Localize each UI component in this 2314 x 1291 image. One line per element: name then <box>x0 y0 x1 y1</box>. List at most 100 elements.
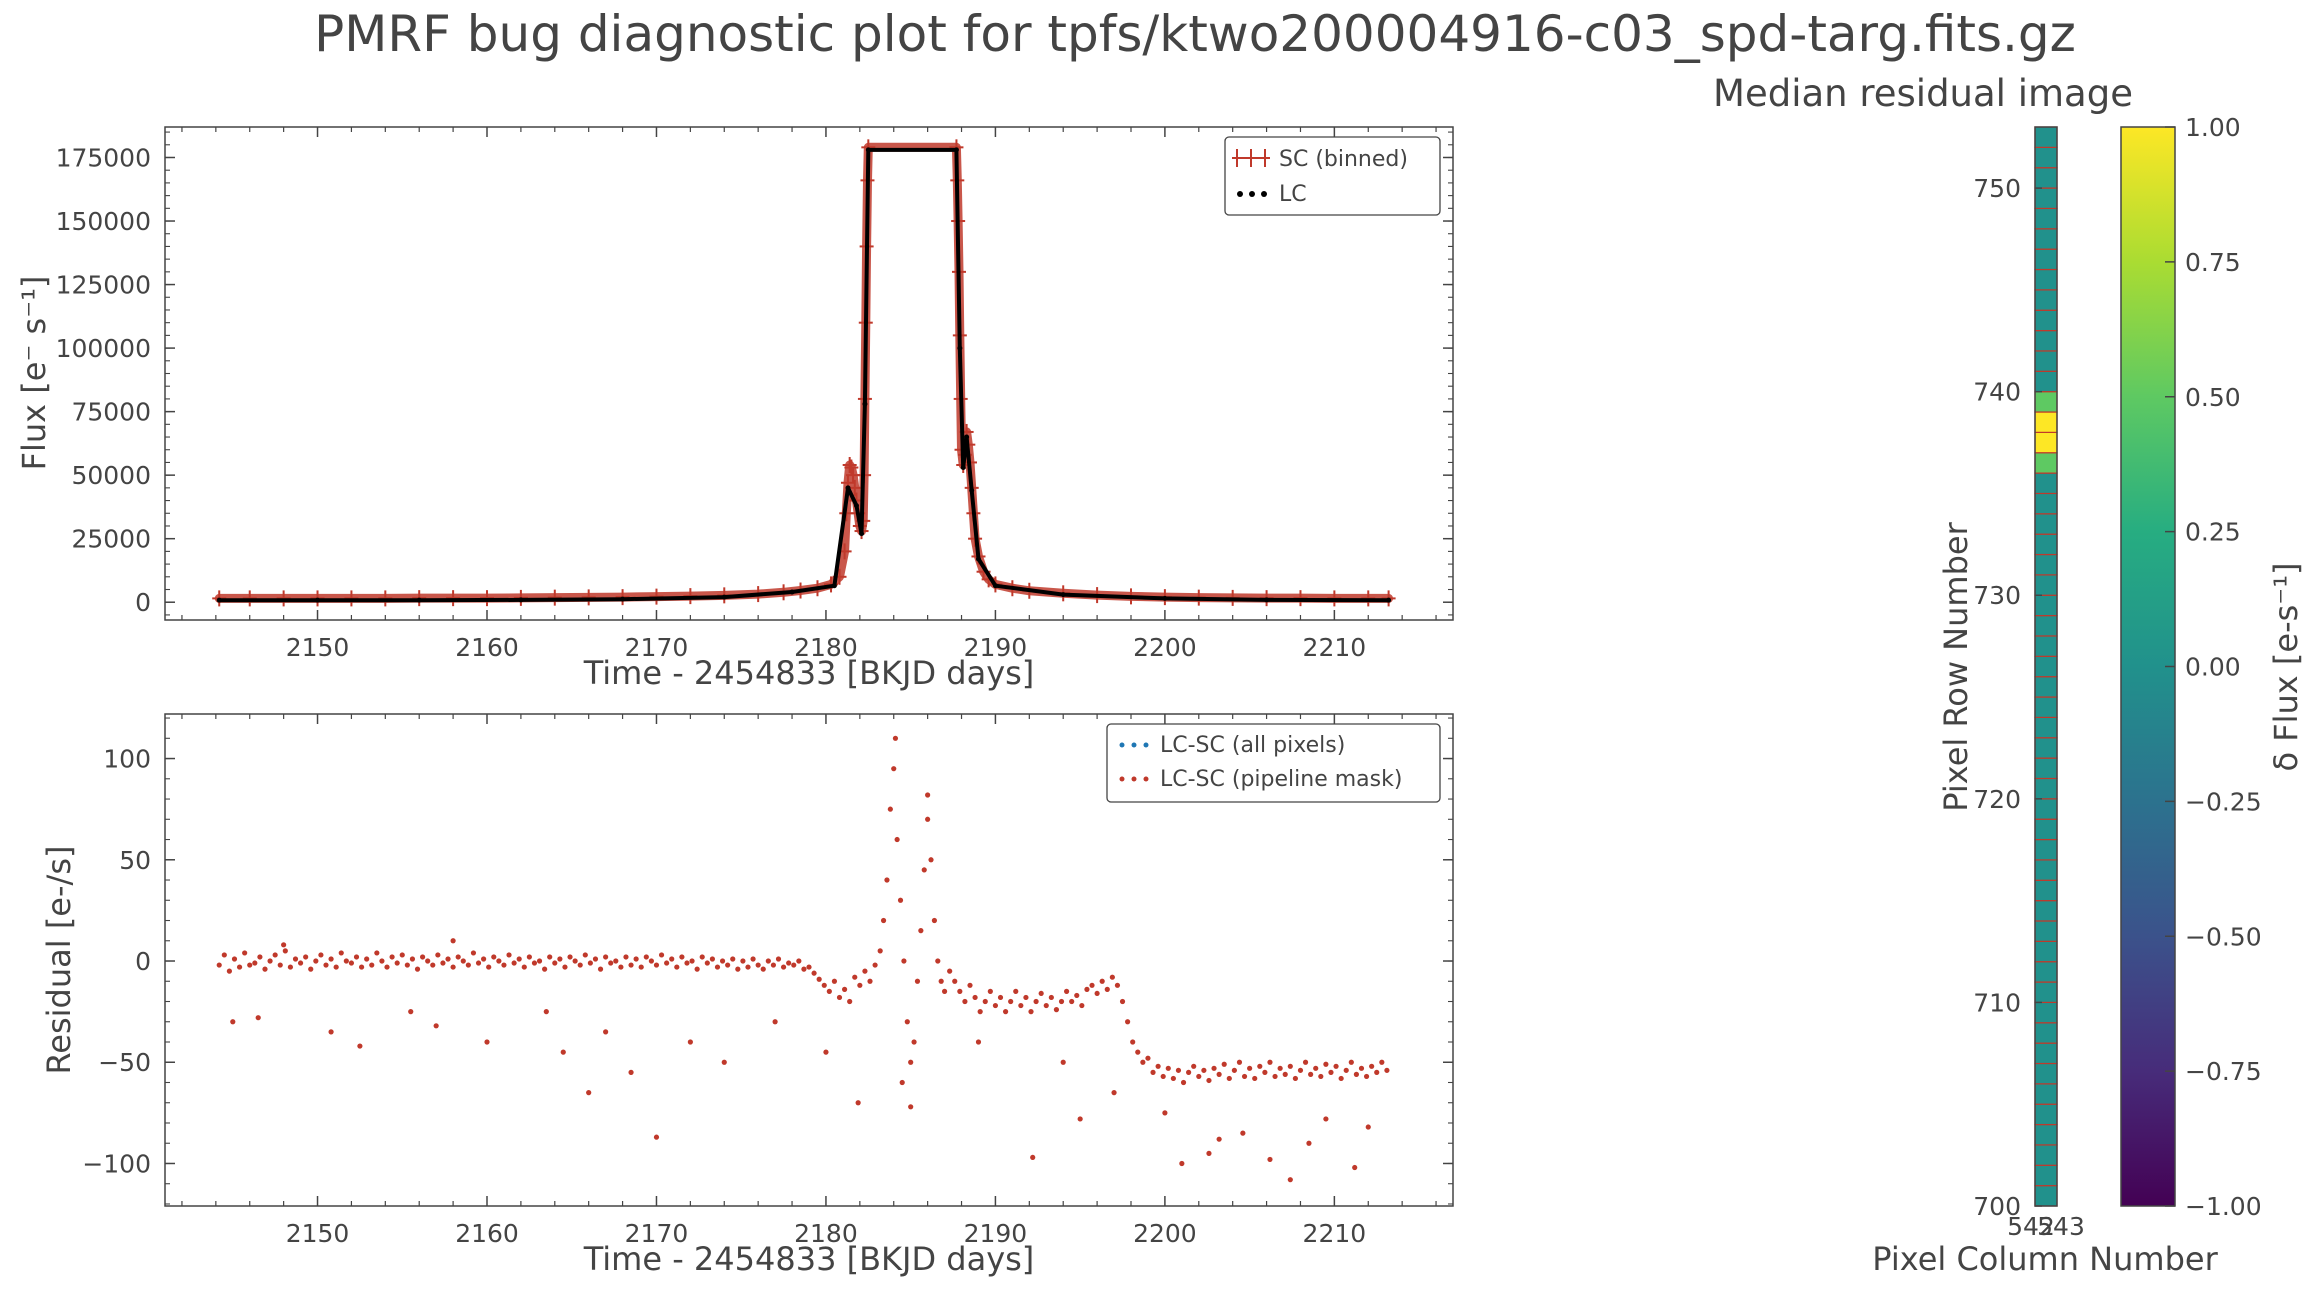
colorbar-tick-label: 0.75 <box>2185 248 2241 277</box>
residual-point <box>420 954 426 960</box>
lc-point <box>953 147 959 153</box>
residual-point <box>506 952 512 958</box>
residual-point <box>730 956 736 962</box>
residual-x-tick-label: 2210 <box>1303 1219 1367 1248</box>
residual-point <box>1165 1065 1171 1071</box>
pixel-cell <box>2034 1083 2058 1105</box>
flux-x-tick-label: 2150 <box>286 633 350 662</box>
pixel-cell <box>2034 696 2058 718</box>
pixel-cell <box>2034 472 2058 495</box>
legend-lc-marker <box>1237 191 1267 197</box>
residual-point <box>1140 1059 1146 1065</box>
median-image-y-tick-label: 720 <box>1973 785 2021 814</box>
residual-point <box>750 956 756 962</box>
lc-point <box>1162 595 1168 601</box>
residual-point <box>433 1023 439 1029</box>
lc-point <box>1386 597 1392 603</box>
lc-point <box>1264 597 1270 603</box>
lc-point <box>845 485 851 491</box>
pixel-cell <box>2034 411 2058 433</box>
residual-point <box>282 948 288 954</box>
residual-point <box>409 956 416 962</box>
pixel-cell <box>2034 676 2058 698</box>
residual-point <box>1384 1067 1390 1073</box>
residual-point <box>586 1090 592 1096</box>
residual-point <box>679 954 685 960</box>
residual-point <box>364 956 370 962</box>
colorbar-tick-label: 0.00 <box>2185 653 2241 682</box>
residual-point <box>292 956 299 962</box>
residual-point <box>384 964 390 970</box>
pixel-cell <box>2034 268 2058 291</box>
residual-point <box>935 958 941 964</box>
residual-point <box>516 956 522 962</box>
pixel-cell <box>2034 207 2058 230</box>
residual-point <box>894 836 900 843</box>
pixel-cell <box>2034 635 2058 657</box>
residual-y-tick-label: 50 <box>119 846 151 875</box>
median-image-y-tick-label: 710 <box>1973 988 2021 1017</box>
lc-point <box>216 597 222 603</box>
pixel-cell <box>2034 859 2058 881</box>
lc-point <box>721 594 727 600</box>
flux-y-tick-label: 0 <box>135 588 151 617</box>
residual-point <box>1162 1110 1168 1116</box>
pixel-cell <box>2034 248 2058 271</box>
residual-point <box>257 954 263 960</box>
colorbar-tick-label: −0.75 <box>2185 1057 2262 1086</box>
flux-x-tick-label: 2210 <box>1303 633 1367 662</box>
residual-point <box>855 1100 861 1106</box>
residual-point <box>972 994 978 1001</box>
lc-point <box>789 589 795 595</box>
residual-x-label: Time - 2454833 [BKJD days] <box>583 1240 1035 1278</box>
residual-point <box>801 966 807 972</box>
legend-all-pixels-label: LC-SC (all pixels) <box>1160 733 1345 758</box>
residual-point <box>272 952 278 958</box>
residual-point <box>847 998 853 1005</box>
residual-point <box>231 956 238 962</box>
residual-point <box>1348 1059 1354 1065</box>
residual-point <box>992 1002 999 1009</box>
residual-point <box>921 867 927 873</box>
flux-y-tick-label: 125000 <box>56 271 151 300</box>
residual-point <box>826 988 832 994</box>
residual-point <box>1089 982 1095 988</box>
residual-x-tick-label: 2200 <box>1133 1219 1197 1248</box>
residual-point <box>721 1059 727 1065</box>
residual-point <box>628 1069 634 1075</box>
residual-point <box>821 982 827 988</box>
residual-point <box>572 958 578 964</box>
residual-point <box>982 998 988 1005</box>
residual-point <box>399 952 405 958</box>
legend-pipeline-marker <box>1119 776 1149 782</box>
residual-point <box>1175 1067 1182 1073</box>
residual-point <box>567 954 573 960</box>
residual-point <box>1282 1071 1288 1077</box>
residual-point <box>628 962 634 968</box>
residual-point <box>1030 1154 1036 1161</box>
residual-point <box>1038 990 1044 997</box>
residual-point <box>543 1009 549 1015</box>
residual-point <box>1257 1063 1263 1069</box>
residual-point <box>1297 1067 1304 1073</box>
residual-point <box>460 958 466 964</box>
pixel-cell <box>2034 940 2058 963</box>
residual-point <box>1308 1071 1314 1077</box>
residual-point <box>501 962 507 968</box>
residual-point <box>333 964 339 970</box>
residual-point <box>1008 998 1014 1005</box>
residual-point <box>899 1079 905 1086</box>
lc-point <box>862 401 868 407</box>
residual-point <box>582 952 588 958</box>
flux-y-label: Flux [e⁻ s⁻¹] <box>15 276 53 471</box>
residual-point <box>1145 1055 1151 1061</box>
median-image-pixels <box>2034 126 2058 1207</box>
residual-point <box>323 962 329 968</box>
residual-point <box>287 964 294 970</box>
flux-y-tick-label: 75000 <box>71 398 151 427</box>
residual-point <box>1318 1073 1324 1080</box>
residual-point <box>755 962 761 968</box>
residual-axes-frame <box>164 713 1454 1207</box>
pixel-cell <box>2034 838 2058 861</box>
residual-point <box>1111 1090 1117 1096</box>
